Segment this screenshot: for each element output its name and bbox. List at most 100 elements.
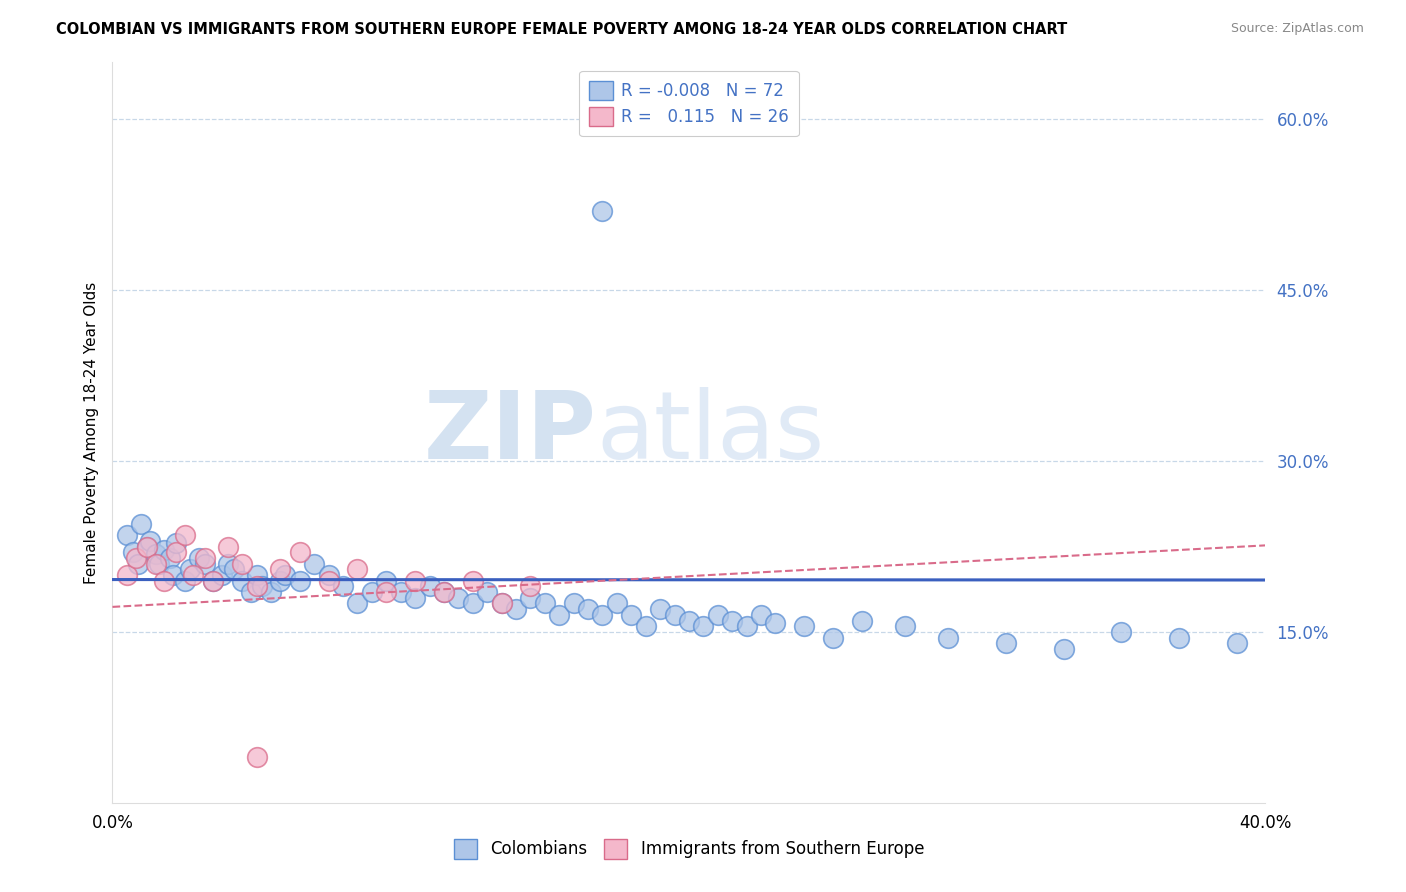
Point <box>165 536 187 550</box>
Text: Source: ZipAtlas.com: Source: ZipAtlas.com <box>1230 22 1364 36</box>
Point <box>433 585 456 599</box>
Point <box>173 528 195 542</box>
Point <box>419 579 441 593</box>
Point <box>634 619 657 633</box>
Point <box>692 619 714 633</box>
Point <box>274 568 297 582</box>
Point <box>318 568 340 582</box>
Point <box>145 557 167 571</box>
Point <box>115 568 138 582</box>
Point <box>239 585 262 599</box>
Point <box>260 585 283 599</box>
Point <box>678 614 700 628</box>
Point <box>179 562 201 576</box>
Point <box>1226 636 1249 650</box>
Point <box>346 562 368 576</box>
Point <box>217 557 239 571</box>
Point <box>404 574 426 588</box>
Point <box>851 614 873 628</box>
Point <box>821 631 844 645</box>
Point <box>246 750 269 764</box>
Text: COLOMBIAN VS IMMIGRANTS FROM SOUTHERN EUROPE FEMALE POVERTY AMONG 18-24 YEAR OLD: COLOMBIAN VS IMMIGRANTS FROM SOUTHERN EU… <box>56 22 1067 37</box>
Point <box>159 550 181 565</box>
Point <box>124 550 146 565</box>
Point <box>475 585 499 599</box>
Text: ZIP: ZIP <box>423 386 596 479</box>
Point <box>894 619 917 633</box>
Point <box>707 607 730 622</box>
Point <box>1167 631 1189 645</box>
Point <box>231 574 253 588</box>
Point <box>936 631 959 645</box>
Point <box>173 574 195 588</box>
Point <box>346 597 368 611</box>
Point <box>181 568 204 582</box>
Point <box>491 597 513 611</box>
Point <box>129 516 153 531</box>
Point <box>491 597 513 611</box>
Point <box>211 568 233 582</box>
Point <box>202 574 225 588</box>
Point <box>360 585 382 599</box>
Point <box>592 607 614 622</box>
Point <box>188 550 211 565</box>
Point <box>461 597 484 611</box>
Y-axis label: Female Poverty Among 18-24 Year Olds: Female Poverty Among 18-24 Year Olds <box>83 282 98 583</box>
Point <box>519 591 541 605</box>
Point <box>793 619 815 633</box>
Point <box>461 574 484 588</box>
Text: atlas: atlas <box>596 386 825 479</box>
Point <box>217 540 239 554</box>
Point <box>194 550 217 565</box>
Point <box>389 585 412 599</box>
Point <box>548 607 571 622</box>
Point <box>447 591 470 605</box>
Point <box>127 557 149 571</box>
Point <box>136 540 159 554</box>
Point <box>433 585 456 599</box>
Point <box>252 579 274 593</box>
Point <box>1053 642 1076 657</box>
Point <box>375 585 398 599</box>
Point <box>269 574 291 588</box>
Point <box>749 607 772 622</box>
Point <box>153 543 176 558</box>
Point <box>995 636 1018 650</box>
Point <box>202 574 225 588</box>
Point <box>121 545 143 559</box>
Point <box>246 568 269 582</box>
Point <box>269 562 291 576</box>
Point <box>606 597 628 611</box>
Point <box>519 579 541 593</box>
Point <box>148 557 170 571</box>
Point <box>318 574 340 588</box>
Point <box>375 574 398 588</box>
Point <box>562 597 585 611</box>
Point <box>620 607 643 622</box>
Point <box>165 545 187 559</box>
Point <box>576 602 599 616</box>
Point <box>145 548 167 562</box>
Legend: Colombians, Immigrants from Southern Europe: Colombians, Immigrants from Southern Eur… <box>444 830 934 869</box>
Point <box>194 557 217 571</box>
Point <box>115 528 138 542</box>
Point <box>288 545 311 559</box>
Point <box>765 615 787 630</box>
Point <box>288 574 311 588</box>
Point <box>222 562 245 576</box>
Point <box>1111 624 1133 639</box>
Point <box>404 591 426 605</box>
Point <box>162 568 184 582</box>
Point <box>505 602 527 616</box>
Point <box>592 203 614 218</box>
Point <box>153 574 176 588</box>
Point <box>136 540 159 554</box>
Point <box>332 579 354 593</box>
Point <box>304 557 326 571</box>
Point <box>721 614 744 628</box>
Point <box>246 579 269 593</box>
Point <box>664 607 686 622</box>
Point <box>139 533 162 548</box>
Point <box>735 619 758 633</box>
Point <box>231 557 253 571</box>
